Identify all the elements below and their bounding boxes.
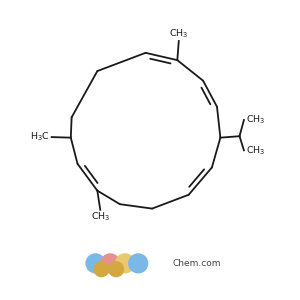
Circle shape <box>129 254 148 273</box>
Text: CH$_3$: CH$_3$ <box>246 114 266 126</box>
Circle shape <box>116 254 134 273</box>
Text: CH$_3$: CH$_3$ <box>91 211 110 224</box>
Circle shape <box>94 262 109 277</box>
Text: H$_3$C: H$_3$C <box>30 131 50 143</box>
Circle shape <box>109 262 124 277</box>
Circle shape <box>101 254 120 273</box>
Text: CH$_3$: CH$_3$ <box>169 27 188 40</box>
Text: CH$_3$: CH$_3$ <box>246 144 266 157</box>
Circle shape <box>86 254 105 273</box>
Text: Chem.com: Chem.com <box>173 259 221 268</box>
